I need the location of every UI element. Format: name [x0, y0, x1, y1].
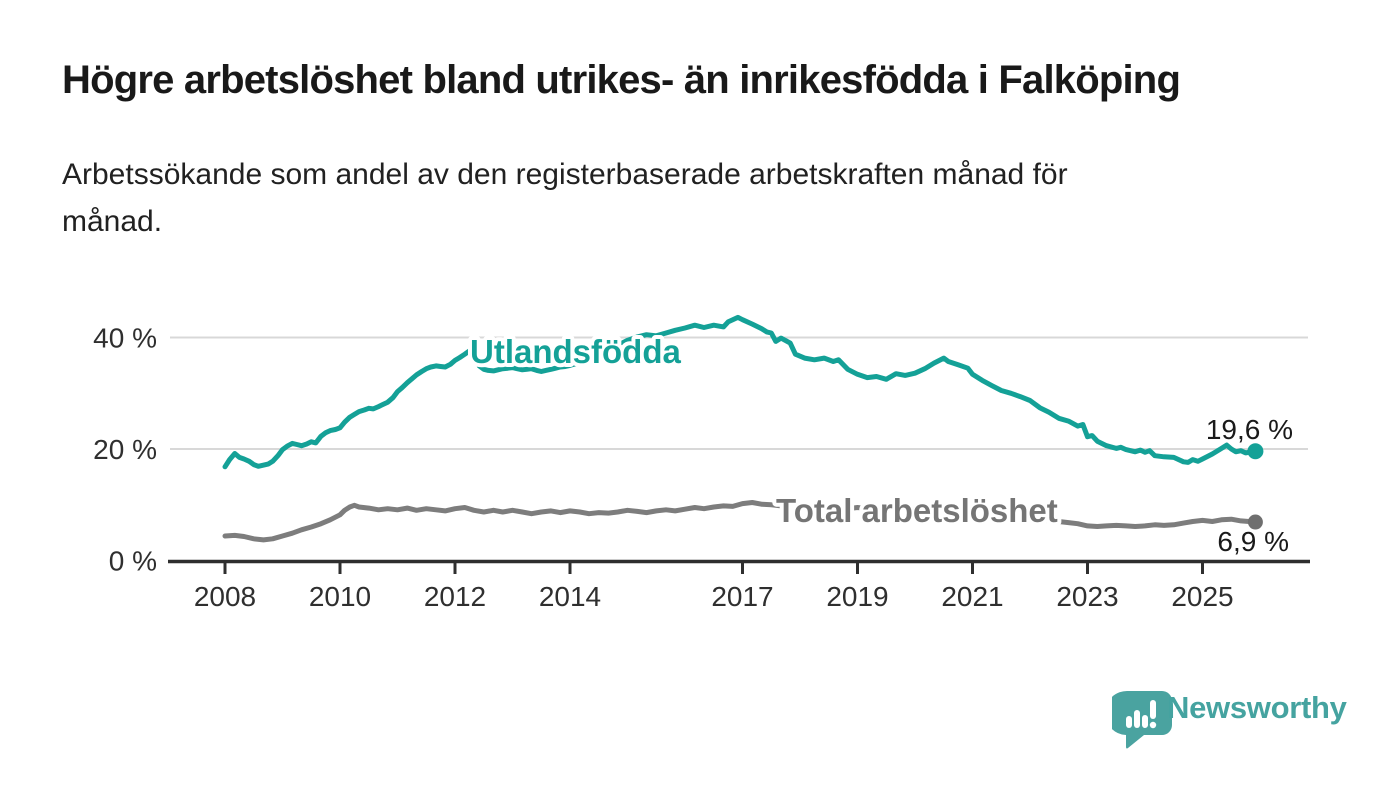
x-axis-label-2021: 2021 [941, 581, 1003, 612]
x-axis-label-2025: 2025 [1171, 581, 1233, 612]
page-title: Högre arbetslöshet bland utrikes- än inr… [62, 58, 1181, 102]
series-line-1 [222, 500, 1258, 543]
subtitle-line-1: Arbetssökande som andel av den registerb… [62, 158, 1068, 191]
series-label-1: Total arbetslöshet [776, 492, 1058, 529]
x-axis-label-2010: 2010 [309, 581, 371, 612]
y-axis-label-40: 40 % [93, 323, 157, 354]
x-axis-label-2008: 2008 [194, 581, 256, 612]
series-label-0: Utlandsfödda [470, 333, 681, 370]
x-axis-label-2012: 2012 [424, 581, 486, 612]
y-axis-label-0: 0 % [109, 546, 157, 577]
x-axis-label-2014: 2014 [539, 581, 601, 612]
end-value-label-1: 6,9 % [1217, 526, 1289, 557]
newsworthy-logo-icon [1112, 690, 1172, 749]
y-axis-label-20: 20 % [93, 434, 157, 465]
subtitle-line-2: månad. [62, 204, 163, 238]
x-axis-label-2023: 2023 [1056, 581, 1118, 612]
end-dot-1 [1247, 514, 1263, 530]
x-axis-label-2017: 2017 [711, 581, 773, 612]
newsworthy-wordmark: Newsworthy [1167, 690, 1347, 725]
end-dot-0 [1247, 443, 1264, 460]
x-axis-label-2019: 2019 [826, 581, 888, 612]
chart-subtitle: Arbetssökande som andel av den registerb… [62, 152, 1302, 245]
end-value-label-0: 19,6 % [1206, 414, 1293, 445]
series-line-0 [222, 314, 1258, 470]
